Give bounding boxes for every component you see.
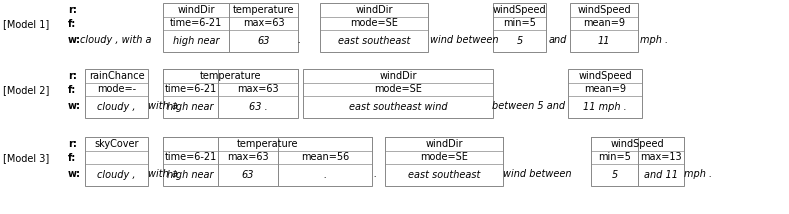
Text: time=6-21: time=6-21 <box>164 85 217 95</box>
Text: f:: f: <box>68 85 77 95</box>
Text: r:: r: <box>68 139 77 149</box>
Text: mph .: mph . <box>640 35 668 45</box>
Text: [Model 3]: [Model 3] <box>3 153 49 163</box>
Text: windSpeed: windSpeed <box>611 139 664 149</box>
Text: w:: w: <box>68 169 81 179</box>
Text: mph .: mph . <box>684 169 712 179</box>
Text: mean=9: mean=9 <box>583 18 625 28</box>
Bar <box>570 3 638 52</box>
Text: east southeast wind: east southeast wind <box>349 102 447 112</box>
Text: w:: w: <box>68 35 81 45</box>
Text: 63 .: 63 . <box>249 102 267 112</box>
Bar <box>303 69 493 118</box>
Text: max=63: max=63 <box>227 153 269 162</box>
Text: temperature: temperature <box>233 5 294 15</box>
Bar <box>218 137 278 186</box>
Text: f:: f: <box>68 19 77 29</box>
Bar <box>163 69 218 118</box>
Text: mode=SE: mode=SE <box>374 85 422 95</box>
Text: mean=56: mean=56 <box>301 153 349 162</box>
Bar <box>493 3 546 52</box>
Text: temperature: temperature <box>200 71 261 81</box>
Text: 63: 63 <box>241 170 254 180</box>
Text: 5: 5 <box>611 170 618 180</box>
Text: 11 mph .: 11 mph . <box>583 102 627 112</box>
Text: time=6-21: time=6-21 <box>164 153 217 162</box>
Text: .: . <box>297 35 300 45</box>
Text: .: . <box>323 170 327 180</box>
Text: temperature: temperature <box>237 139 298 149</box>
Text: high near: high near <box>167 170 214 180</box>
Text: 63: 63 <box>257 36 270 46</box>
Text: windDir: windDir <box>425 139 463 149</box>
Text: max=63: max=63 <box>243 18 284 28</box>
Bar <box>163 3 229 52</box>
Text: windDir: windDir <box>178 5 215 15</box>
Text: mode=-: mode=- <box>97 85 136 95</box>
Text: [Model 2]: [Model 2] <box>3 85 50 95</box>
Text: windSpeed: windSpeed <box>578 5 631 15</box>
Text: rainChance: rainChance <box>88 71 144 81</box>
Text: 11: 11 <box>598 36 610 46</box>
Bar <box>229 3 298 52</box>
Text: windSpeed: windSpeed <box>578 71 632 81</box>
Text: min=5: min=5 <box>503 18 536 28</box>
Text: with a: with a <box>148 101 178 111</box>
Text: w:: w: <box>68 101 81 111</box>
Text: cloudy ,: cloudy , <box>97 102 136 112</box>
Text: [Model 1]: [Model 1] <box>3 19 49 29</box>
Bar <box>163 137 218 186</box>
Bar <box>85 69 148 118</box>
Text: and: and <box>549 35 567 45</box>
Text: mode=SE: mode=SE <box>420 153 468 162</box>
Text: high near: high near <box>167 102 214 112</box>
Text: mode=SE: mode=SE <box>350 18 398 28</box>
Bar <box>218 69 298 118</box>
Text: wind between: wind between <box>503 169 571 179</box>
Bar <box>85 137 148 186</box>
Text: cloudy ,: cloudy , <box>97 170 136 180</box>
Text: windDir: windDir <box>380 71 417 81</box>
Text: .: . <box>373 169 376 179</box>
Text: windSpeed: windSpeed <box>492 5 546 15</box>
Text: min=5: min=5 <box>598 153 631 162</box>
Bar <box>591 137 638 186</box>
Text: east southeast: east southeast <box>338 36 410 46</box>
Text: skyCover: skyCover <box>94 139 139 149</box>
Text: with a: with a <box>148 169 178 179</box>
Bar <box>568 69 642 118</box>
Text: f:: f: <box>68 153 77 163</box>
Text: windDir: windDir <box>355 5 393 15</box>
Text: r:: r: <box>68 5 77 15</box>
Bar <box>320 3 428 52</box>
Text: cloudy , with a: cloudy , with a <box>80 35 151 45</box>
Text: east southeast: east southeast <box>408 170 481 180</box>
Text: mean=9: mean=9 <box>584 85 626 95</box>
Bar <box>385 137 503 186</box>
Text: high near: high near <box>173 36 219 46</box>
Text: r:: r: <box>68 71 77 81</box>
Text: between 5 and: between 5 and <box>492 101 565 111</box>
Bar <box>638 137 684 186</box>
Bar <box>278 137 372 186</box>
Text: time=6-21: time=6-21 <box>170 18 222 28</box>
Text: max=63: max=63 <box>237 85 279 95</box>
Text: wind between: wind between <box>430 35 499 45</box>
Text: max=13: max=13 <box>640 153 682 162</box>
Text: 5: 5 <box>516 36 522 46</box>
Text: and 11: and 11 <box>644 170 678 180</box>
